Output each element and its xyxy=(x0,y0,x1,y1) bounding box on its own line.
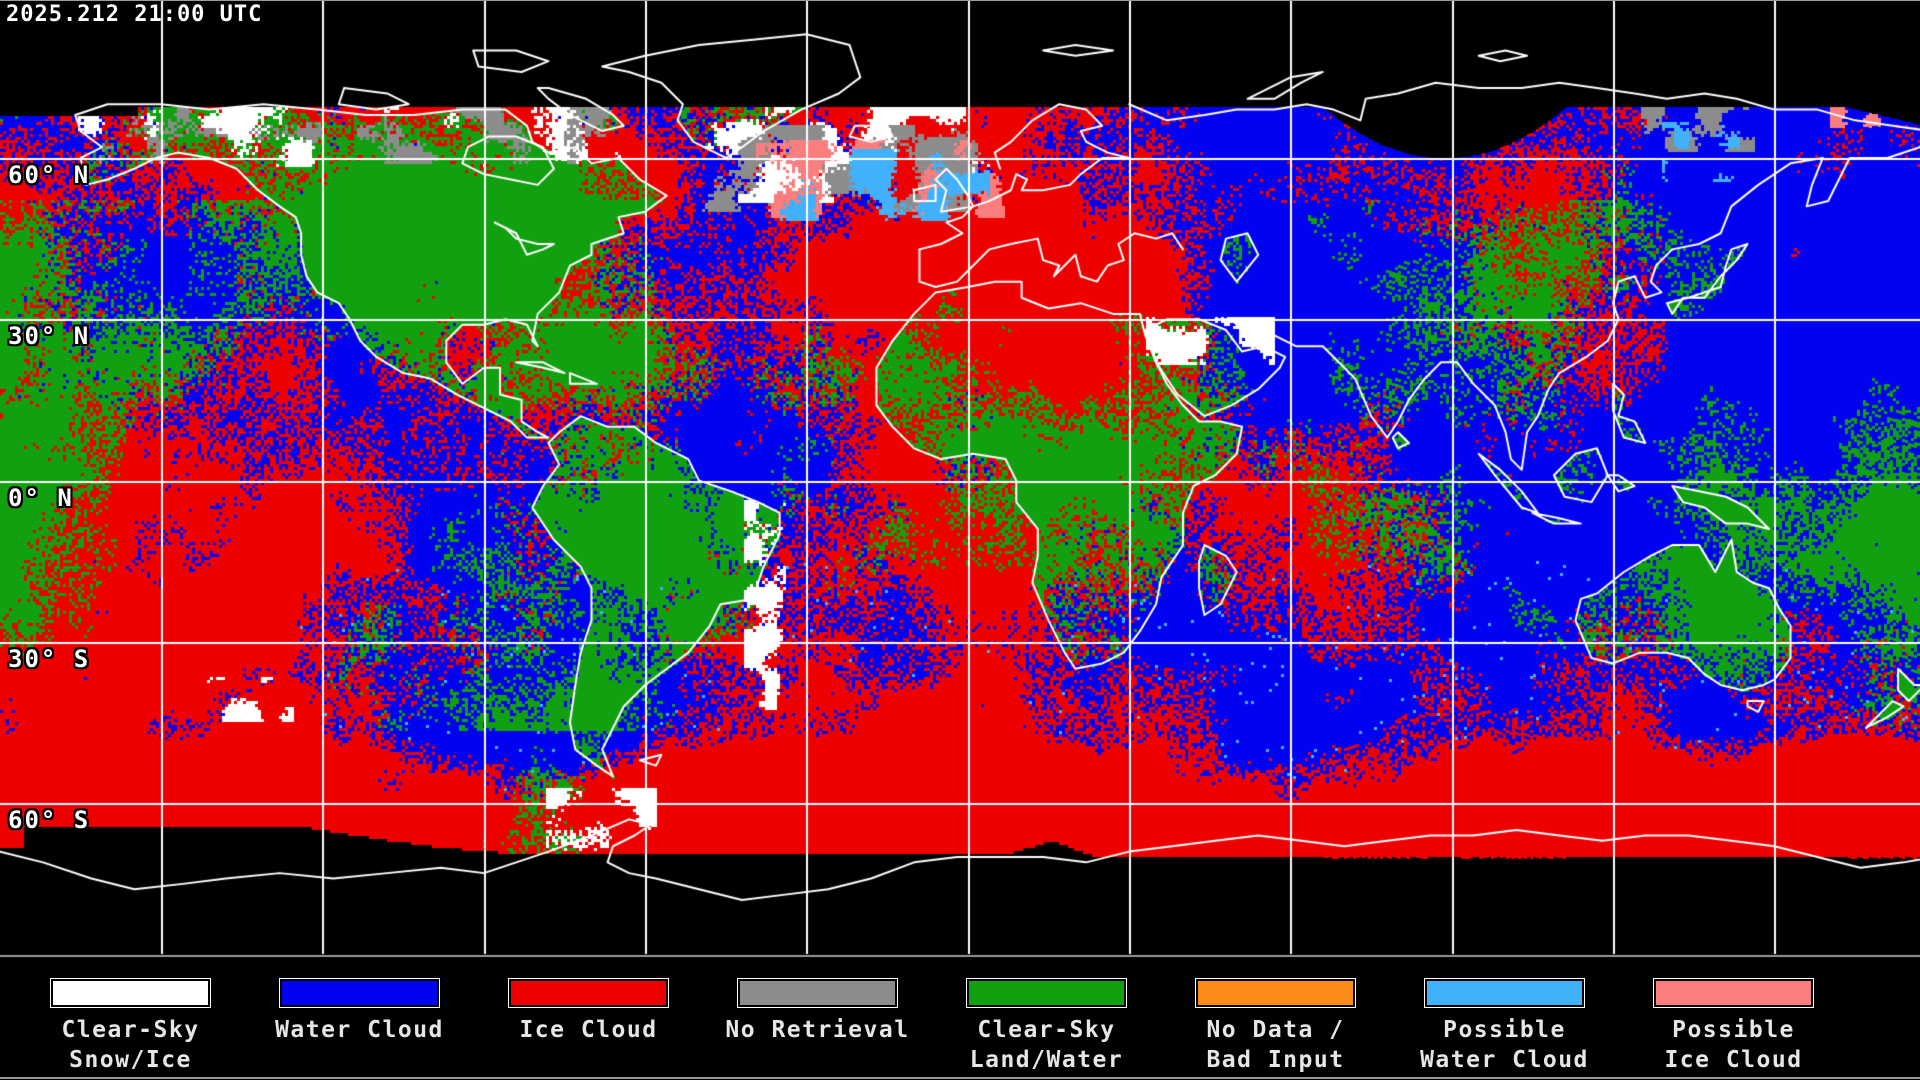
legend-item-possible-ice-cloud: Possible Ice Cloud xyxy=(1619,962,1848,1080)
legend-swatch-water-cloud xyxy=(279,978,440,1008)
lat-label-30s: 30° S xyxy=(8,645,91,673)
legend-label: Possible xyxy=(1443,1017,1566,1043)
top-border-line xyxy=(0,0,1920,1)
legend-label: Ice Cloud xyxy=(1664,1047,1803,1073)
legend-swatch-ice-cloud xyxy=(508,978,669,1008)
legend-item-clear-sky-land-water: Clear-Sky Land/Water xyxy=(932,962,1161,1080)
legend-label: Land/Water xyxy=(969,1047,1124,1073)
legend-swatch-no-retrieval xyxy=(737,978,898,1008)
lat-label-0n: 0° N xyxy=(8,484,74,512)
legend-item-ice-cloud: Ice Cloud xyxy=(474,962,703,1080)
legend: Clear-Sky Snow/Ice Water Cloud Ice Cloud … xyxy=(16,962,1848,1080)
legend-label: Clear-Sky xyxy=(61,1017,200,1043)
legend-label: Water Cloud xyxy=(1420,1047,1589,1073)
bottom-border-line xyxy=(0,1077,1920,1079)
legend-label: Clear-Sky xyxy=(977,1017,1116,1043)
world-cloud-classification-map xyxy=(0,0,1920,962)
legend-item-water-cloud: Water Cloud xyxy=(245,962,474,1080)
legend-item-no-data-bad-input: No Data / Bad Input xyxy=(1161,962,1390,1080)
legend-swatch-possible-ice-cloud xyxy=(1653,978,1814,1008)
legend-swatch-clear-sky-land-water xyxy=(966,978,1127,1008)
legend-item-no-retrieval: No Retrieval xyxy=(703,962,932,1080)
legend-label: Snow/Ice xyxy=(69,1047,192,1073)
legend-swatch-no-data-bad-input xyxy=(1195,978,1356,1008)
legend-label: No Retrieval xyxy=(725,1017,910,1043)
lat-label-60n: 60° N xyxy=(8,161,91,189)
timestamp: 2025.212 21:00 UTC xyxy=(6,2,263,27)
lat-label-30n: 30° N xyxy=(8,322,91,350)
legend-label: Ice Cloud xyxy=(519,1017,658,1043)
legend-swatch-clear-sky-snow-ice xyxy=(50,978,211,1008)
legend-label: Possible xyxy=(1672,1017,1795,1043)
legend-swatch-possible-water-cloud xyxy=(1424,978,1585,1008)
legend-label: Water Cloud xyxy=(275,1017,444,1043)
legend-item-possible-water-cloud: Possible Water Cloud xyxy=(1390,962,1619,1080)
legend-item-clear-sky-snow-ice: Clear-Sky Snow/Ice xyxy=(16,962,245,1080)
legend-label: Bad Input xyxy=(1206,1047,1345,1073)
legend-label: No Data / xyxy=(1206,1017,1345,1043)
lat-label-60s: 60° S xyxy=(8,806,91,834)
